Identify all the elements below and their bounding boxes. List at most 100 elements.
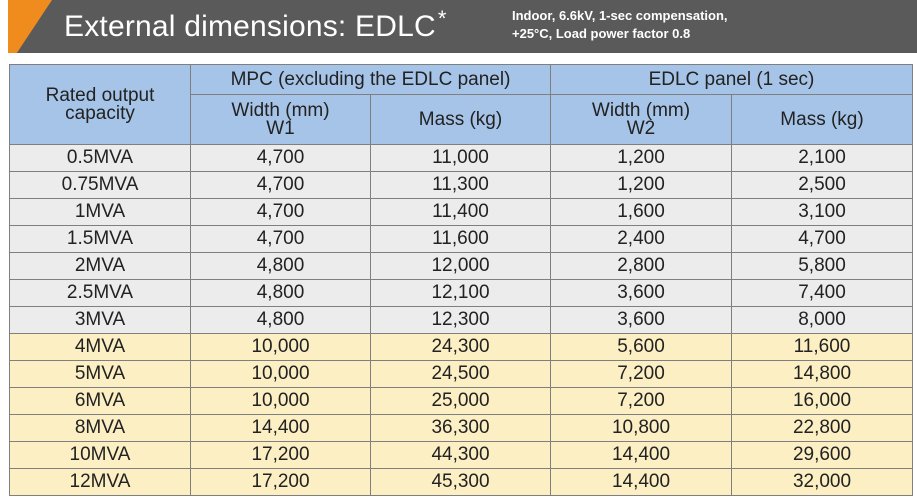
header-rated-capacity-line1: Rated output — [45, 84, 155, 106]
rated-capacity-cell: 8MVA — [9, 414, 191, 442]
edlc-width-cell: 3,600 — [550, 306, 732, 334]
table-row: 5MVA 10,000 24,500 7,200 14,800 — [9, 360, 913, 388]
title-bar: External dimensions: EDLC* Indoor, 6.6kV… — [8, 0, 917, 53]
table-row: 0.5MVA 4,700 11,000 1,200 2,100 — [9, 144, 913, 172]
rated-capacity-cell: 0.5MVA — [9, 144, 191, 172]
table-row: 8MVA 14,400 36,300 10,800 22,800 — [9, 414, 913, 442]
mpc-mass-cell: 11,300 — [370, 171, 551, 199]
edlc-mass-cell: 22,800 — [731, 414, 913, 442]
edlc-mass-cell: 2,100 — [731, 144, 913, 172]
header-edlc-mass: Mass (kg) — [731, 94, 913, 145]
edlc-width-cell: 2,400 — [550, 225, 732, 253]
mpc-width-cell: 4,700 — [190, 144, 371, 172]
conditions-line-2: +25°C, Load power factor 0.8 — [512, 26, 691, 41]
rated-capacity-cell: 2MVA — [9, 252, 191, 280]
mpc-mass-cell: 24,500 — [370, 360, 551, 388]
edlc-width-cell: 10,800 — [550, 414, 732, 442]
mpc-width-cell: 17,200 — [190, 468, 371, 496]
rated-capacity-cell: 12MVA — [9, 468, 191, 496]
edlc-mass-cell: 3,100 — [731, 198, 913, 226]
rated-capacity-cell: 1MVA — [9, 198, 191, 226]
mpc-mass-cell: 36,300 — [370, 414, 551, 442]
table-row: 0.75MVA 4,700 11,300 1,200 2,500 — [9, 171, 913, 199]
mpc-mass-cell: 11,400 — [370, 198, 551, 226]
rated-capacity-cell: 10MVA — [9, 441, 191, 469]
edlc-mass-cell: 8,000 — [731, 306, 913, 334]
table-row: 12MVA 17,200 45,300 14,400 32,000 — [9, 468, 913, 496]
edlc-mass-cell: 29,600 — [731, 441, 913, 469]
table-row: 2MVA 4,800 12,000 2,800 5,800 — [9, 252, 913, 280]
mpc-mass-cell: 12,000 — [370, 252, 551, 280]
rated-capacity-cell: 4MVA — [9, 333, 191, 361]
edlc-width-cell: 7,200 — [550, 387, 732, 415]
header-edlc-width-line1: Width (mm) — [591, 99, 691, 121]
rated-capacity-cell: 5MVA — [9, 360, 191, 388]
page-title: External dimensions: EDLC* — [64, 6, 447, 44]
mpc-width-cell: 4,800 — [190, 252, 371, 280]
edlc-width-cell: 2,800 — [550, 252, 732, 280]
title-asterisk: * — [437, 6, 447, 31]
mpc-width-cell: 4,700 — [190, 171, 371, 199]
title-conditions-note: Indoor, 6.6kV, 1-sec compensation, +25°C… — [512, 7, 728, 43]
edlc-width-cell: 3,600 — [550, 279, 732, 307]
mpc-mass-cell: 24,300 — [370, 333, 551, 361]
edlc-mass-cell: 5,800 — [731, 252, 913, 280]
mpc-mass-cell: 44,300 — [370, 441, 551, 469]
header-mpc-width-line1: Width (mm) — [231, 99, 330, 121]
mpc-width-cell: 4,700 — [190, 225, 371, 253]
mpc-width-cell: 10,000 — [190, 333, 371, 361]
table-row: 1.5MVA 4,700 11,600 2,400 4,700 — [9, 225, 913, 253]
table-row: 6MVA 10,000 25,000 7,200 16,000 — [9, 387, 913, 415]
edlc-mass-cell: 2,500 — [731, 171, 913, 199]
rated-capacity-cell: 2.5MVA — [9, 279, 191, 307]
edlc-mass-cell: 7,400 — [731, 279, 913, 307]
rated-capacity-cell: 1.5MVA — [9, 225, 191, 253]
mpc-width-cell: 17,200 — [190, 441, 371, 469]
mpc-width-cell: 10,000 — [190, 360, 371, 388]
mpc-width-cell: 14,400 — [190, 414, 371, 442]
header-mpc-mass: Mass (kg) — [370, 94, 551, 145]
conditions-line-1: Indoor, 6.6kV, 1-sec compensation, — [512, 8, 728, 23]
header-mpc-width-line2: W1 — [266, 117, 295, 139]
edlc-width-cell: 5,600 — [550, 333, 732, 361]
mpc-mass-cell: 12,100 — [370, 279, 551, 307]
edlc-width-cell: 1,600 — [550, 198, 732, 226]
table-row: 2.5MVA 4,800 12,100 3,600 7,400 — [9, 279, 913, 307]
header-rated-capacity-line2: capacity — [65, 102, 135, 124]
mpc-mass-cell: 45,300 — [370, 468, 551, 496]
table-row: 10MVA 17,200 44,300 14,400 29,600 — [9, 441, 913, 469]
page-title-text: External dimensions: EDLC — [64, 10, 436, 43]
edlc-width-cell: 7,200 — [550, 360, 732, 388]
orange-accent-stripe — [8, 0, 52, 53]
edlc-width-cell: 1,200 — [550, 171, 732, 199]
header-group-edlc: EDLC panel (1 sec) — [550, 64, 913, 95]
table-row: 3MVA 4,800 12,300 3,600 8,000 — [9, 306, 913, 334]
mpc-width-cell: 10,000 — [190, 387, 371, 415]
edlc-width-cell: 1,200 — [550, 144, 732, 172]
dimensions-table: Rated output capacity MPC (excluding the… — [9, 64, 913, 496]
mpc-mass-cell: 12,300 — [370, 306, 551, 334]
edlc-width-cell: 14,400 — [550, 441, 732, 469]
header-edlc-width: Width (mm) W2 — [550, 94, 732, 145]
mpc-mass-cell: 25,000 — [370, 387, 551, 415]
edlc-mass-cell: 32,000 — [731, 468, 913, 496]
header-edlc-width-line2: W2 — [626, 117, 656, 139]
rated-capacity-cell: 3MVA — [9, 306, 191, 334]
table-row: 4MVA 10,000 24,300 5,600 11,600 — [9, 333, 913, 361]
mpc-width-cell: 4,700 — [190, 198, 371, 226]
edlc-mass-cell: 11,600 — [731, 333, 913, 361]
table-row: 1MVA 4,700 11,400 1,600 3,100 — [9, 198, 913, 226]
rated-capacity-cell: 6MVA — [9, 387, 191, 415]
mpc-width-cell: 4,800 — [190, 306, 371, 334]
header-rated-capacity: Rated output capacity — [9, 64, 191, 145]
edlc-mass-cell: 16,000 — [731, 387, 913, 415]
mpc-mass-cell: 11,000 — [370, 144, 551, 172]
header-group-mpc: MPC (excluding the EDLC panel) — [190, 64, 551, 95]
mpc-width-cell: 4,800 — [190, 279, 371, 307]
header-mpc-width: Width (mm) W1 — [190, 94, 371, 145]
rated-capacity-cell: 0.75MVA — [9, 171, 191, 199]
edlc-mass-cell: 4,700 — [731, 225, 913, 253]
edlc-width-cell: 14,400 — [550, 468, 732, 496]
mpc-mass-cell: 11,600 — [370, 225, 551, 253]
edlc-mass-cell: 14,800 — [731, 360, 913, 388]
